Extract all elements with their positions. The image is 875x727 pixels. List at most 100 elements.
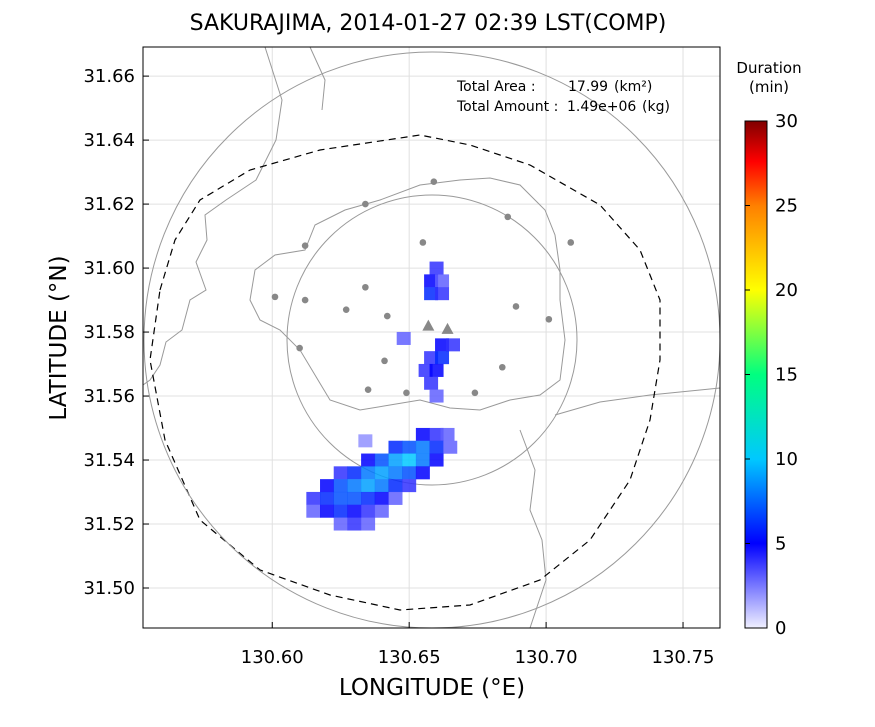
plume-cell bbox=[347, 504, 362, 518]
plume-cell bbox=[374, 491, 389, 505]
range-circle bbox=[286, 194, 578, 486]
station bbox=[498, 363, 506, 371]
plume-cell bbox=[445, 338, 460, 352]
station bbox=[362, 283, 369, 291]
annotation-value: 1.49e+06 bbox=[567, 99, 636, 115]
coastline bbox=[249, 177, 566, 411]
annotation-unit: (km²) bbox=[614, 79, 652, 95]
x-tick-label: 130.70 bbox=[515, 647, 578, 668]
plume-cell bbox=[435, 351, 450, 365]
station bbox=[430, 178, 438, 185]
range-circle bbox=[143, 51, 720, 628]
plume-cell bbox=[388, 479, 403, 493]
x-axis-label: LONGITUDE (°E) bbox=[339, 675, 525, 701]
y-axis-label: LATITUDE (°N) bbox=[46, 255, 72, 420]
colorbar-tick-label: 30 bbox=[775, 111, 798, 132]
plume-cell bbox=[333, 504, 348, 518]
station bbox=[301, 296, 309, 304]
y-tick-label: 31.52 bbox=[83, 514, 135, 535]
y-tick-label: 31.54 bbox=[83, 450, 135, 471]
plume-cell bbox=[347, 517, 362, 531]
plume-cell bbox=[443, 440, 458, 454]
plume-cell bbox=[388, 491, 403, 505]
station bbox=[545, 315, 553, 323]
x-tick-label: 130.60 bbox=[241, 647, 304, 668]
plume-cell bbox=[347, 466, 362, 480]
y-tick-label: 31.64 bbox=[83, 130, 135, 151]
vent bbox=[441, 322, 454, 334]
station bbox=[342, 306, 350, 313]
plume-cell bbox=[388, 453, 403, 467]
colorbar-tick-label: 25 bbox=[775, 196, 798, 217]
plume bbox=[306, 261, 460, 531]
plume-cell bbox=[333, 466, 348, 480]
plume-cell bbox=[374, 479, 389, 493]
station bbox=[419, 239, 427, 246]
plume-cell bbox=[440, 427, 455, 441]
plume-cell bbox=[435, 287, 450, 301]
plume-cell bbox=[418, 363, 433, 377]
plume-cell bbox=[374, 466, 389, 480]
station bbox=[504, 213, 512, 221]
plume-cell bbox=[320, 479, 335, 493]
plume-cell bbox=[333, 517, 348, 531]
plume-cell bbox=[347, 479, 362, 493]
colorbar-tick-label: 15 bbox=[775, 365, 798, 386]
station bbox=[403, 389, 410, 397]
x-tick-label: 130.75 bbox=[652, 647, 715, 668]
plume-cell bbox=[374, 504, 389, 518]
plume-cell bbox=[435, 274, 450, 288]
plume-cell bbox=[429, 453, 444, 467]
station bbox=[512, 303, 520, 310]
annotation-label: Total Area : bbox=[456, 79, 536, 95]
coastline bbox=[143, 47, 283, 386]
boundary-dashed bbox=[149, 134, 661, 611]
plume-cell bbox=[415, 466, 430, 480]
x-tick-label: 130.65 bbox=[378, 647, 441, 668]
station bbox=[364, 386, 372, 393]
plume-cell bbox=[429, 427, 444, 441]
plume-cell bbox=[415, 440, 430, 454]
plume-cell bbox=[429, 389, 444, 403]
station bbox=[362, 200, 369, 208]
annotation-unit: (kg) bbox=[642, 99, 670, 115]
plume-cell bbox=[320, 491, 335, 505]
station bbox=[381, 357, 388, 365]
colorbar-tick-label: 5 bbox=[775, 534, 786, 555]
plot-frame bbox=[142, 46, 721, 629]
plume-cell bbox=[361, 453, 376, 467]
annotation-label: Total Amount : bbox=[456, 99, 558, 115]
coastline bbox=[554, 387, 720, 416]
plume-cell bbox=[388, 440, 403, 454]
colorbar-tick-label: 10 bbox=[775, 449, 798, 470]
plume-cell bbox=[429, 440, 444, 454]
colorbar-title: Duration bbox=[736, 59, 801, 77]
plume-cell bbox=[396, 331, 411, 345]
y-tick-label: 31.58 bbox=[83, 322, 135, 343]
colorbar-tick-label: 0 bbox=[775, 618, 786, 639]
station bbox=[567, 239, 575, 246]
y-tick-label: 31.66 bbox=[83, 66, 135, 87]
coastline bbox=[519, 429, 547, 628]
plume-cell bbox=[374, 453, 389, 467]
plume-cell bbox=[347, 491, 362, 505]
y-tick-label: 31.60 bbox=[83, 258, 135, 279]
station bbox=[296, 344, 303, 352]
plume-cell bbox=[402, 440, 417, 454]
plume-cell bbox=[402, 453, 417, 467]
axes: 130.60 130.65 130.70 130.75 31.50 31.52 31.54 3… bbox=[83, 66, 714, 668]
plume-cell bbox=[424, 287, 439, 301]
plume-cell bbox=[361, 491, 376, 505]
plume-cell bbox=[435, 338, 450, 352]
plume-cell bbox=[402, 466, 417, 480]
map-layer bbox=[143, 47, 720, 628]
colorbar-ticks: 0 5 10 15 20 25 30 bbox=[745, 111, 798, 639]
plume-cell bbox=[402, 479, 417, 493]
y-tick-label: 31.56 bbox=[83, 386, 135, 407]
plume-cell bbox=[415, 453, 430, 467]
station bbox=[271, 293, 279, 301]
stations bbox=[271, 178, 575, 397]
plume-cell bbox=[333, 491, 348, 505]
colorbar-tick-label: 20 bbox=[775, 280, 798, 301]
